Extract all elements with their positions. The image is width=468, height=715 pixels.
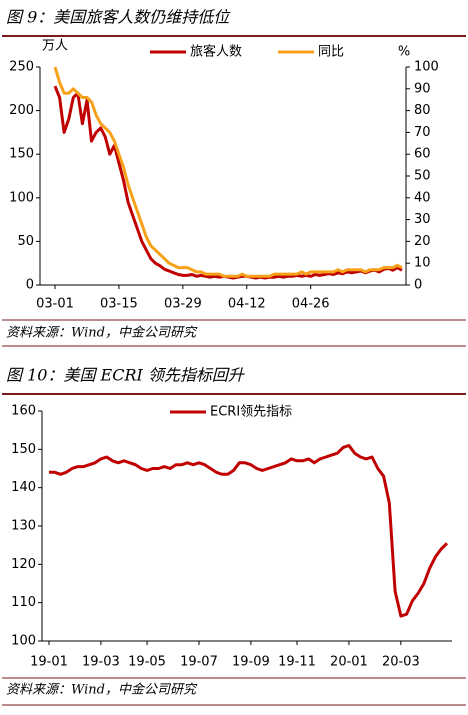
- y-tick-label: 100: [11, 634, 36, 649]
- y-tick-label: 160: [11, 404, 36, 419]
- series-line: [53, 66, 403, 278]
- x-tick-label: 04-26: [292, 297, 330, 312]
- x-tick-label: 19-07: [180, 655, 218, 670]
- y2-tick-label: 90: [414, 81, 431, 96]
- legend-label: 旅客人数: [190, 44, 242, 60]
- y2-tick-label: 70: [414, 125, 431, 140]
- x-tick-label: 19-03: [82, 655, 120, 670]
- source-note: 资料来源：Wind，中金公司研究: [6, 325, 198, 341]
- series-line: [49, 444, 449, 618]
- y-tick-label: 100: [9, 190, 34, 205]
- chart-title: 图 9：美国旅客人数仍维持低位: [6, 8, 231, 27]
- y-axis-label: 万人: [42, 39, 68, 54]
- chart-title: 图 10：美国 ECRI 领先指标回升: [6, 366, 245, 385]
- y-tick-label: 0: [26, 278, 34, 293]
- y-tick-label: 200: [9, 103, 34, 118]
- x-tick-label: 19-01: [30, 655, 68, 670]
- x-tick-label: 20-01: [330, 655, 368, 670]
- x-tick-label: 04-12: [228, 297, 266, 312]
- y-tick-label: 250: [9, 60, 34, 75]
- y2-tick-label: 100: [414, 60, 439, 75]
- y-tick-label: 130: [11, 519, 36, 534]
- x-tick-label: 19-09: [232, 655, 270, 670]
- y2-tick-label: 30: [414, 212, 431, 227]
- y2-tick-label: 60: [414, 147, 431, 162]
- x-tick-label: 03-01: [36, 297, 74, 312]
- x-tick-label: 03-15: [100, 297, 138, 312]
- y2-tick-label: 40: [414, 190, 431, 205]
- y2-tick-label: 80: [414, 103, 431, 118]
- y-tick-label: 140: [11, 480, 36, 495]
- y-tick-label: 120: [11, 557, 36, 572]
- y-tick-label: 110: [11, 595, 36, 610]
- series-line: [53, 85, 403, 280]
- y2-tick-label: 50: [414, 169, 431, 184]
- x-tick-label: 19-05: [128, 655, 166, 670]
- y-tick-label: 50: [17, 234, 34, 249]
- source-note: 资料来源：Wind，中金公司研究: [6, 682, 198, 698]
- legend-label: 同比: [318, 45, 344, 60]
- y2-tick-label: 10: [414, 256, 431, 271]
- y2-tick-label: 20: [414, 234, 431, 249]
- x-tick-label: 19-11: [278, 655, 316, 670]
- y-tick-label: 150: [11, 442, 36, 457]
- y2-axis-label: %: [398, 45, 410, 60]
- x-tick-label: 03-29: [164, 297, 202, 312]
- y2-tick-label: 0: [414, 278, 422, 293]
- y-tick-label: 150: [9, 147, 34, 162]
- x-tick-label: 20-03: [382, 655, 420, 670]
- legend-label: ECRI领先指标: [210, 405, 292, 420]
